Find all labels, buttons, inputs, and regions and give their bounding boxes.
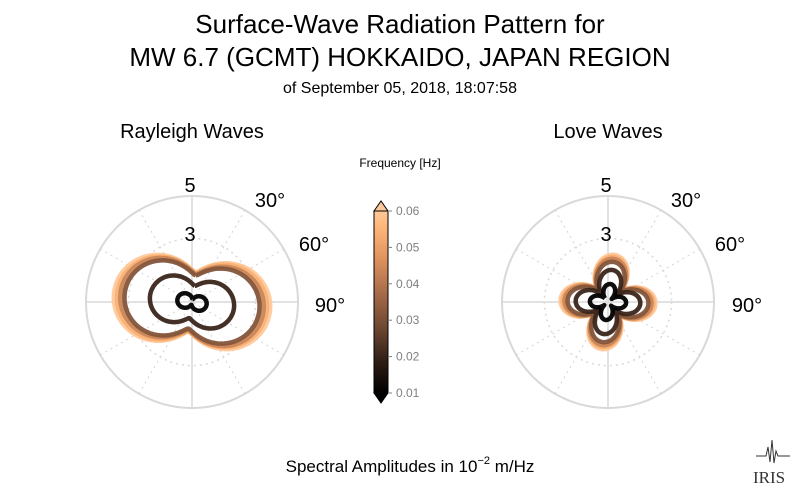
footer-label-suffix: m/Hz bbox=[490, 457, 534, 476]
love-angle-tick-60: 60° bbox=[715, 234, 745, 256]
colorbar-tick-label: 0.03 bbox=[396, 313, 420, 327]
curve-f-0.01 bbox=[587, 281, 629, 323]
love-r-tick-5: 5 bbox=[600, 175, 611, 197]
curve-f-0.03 bbox=[122, 258, 262, 346]
chart-subtitle: of September 05, 2018, 18:07:58 bbox=[283, 80, 517, 97]
colorbar-title: Frequency [Hz] bbox=[359, 156, 440, 170]
colorbar-extend-min bbox=[373, 392, 389, 404]
love-polar-grid bbox=[501, 195, 715, 409]
chart-title-line-1: Surface-Wave Radiation Pattern for bbox=[195, 9, 605, 39]
footer-label: Spectral Amplitudes in 10−2 m/Hz bbox=[286, 455, 535, 476]
rayleigh-angle-tick-60: 60° bbox=[299, 234, 329, 256]
curve-f-0.01 bbox=[175, 290, 209, 314]
love-angle-tick-30: 30° bbox=[671, 190, 701, 212]
colorbar-ticks: 0.06 0.05 0.04 0.03 0.02 0.01 bbox=[388, 204, 420, 400]
chart-title-line-2: MW 6.7 (GCMT) HOKKAIDO, JAPAN REGION bbox=[129, 42, 670, 72]
rayleigh-angle-tick-30: 30° bbox=[255, 190, 285, 212]
colorbar-tick-label: 0.01 bbox=[396, 386, 420, 400]
rayleigh-tick-labels: 5 3 30° 60° 90° bbox=[184, 175, 345, 317]
rayleigh-curves bbox=[111, 252, 273, 352]
footer-label-prefix: Spectral Amplitudes in 10 bbox=[286, 457, 478, 476]
colorbar-extend-max bbox=[373, 200, 389, 212]
colorbar: 0.06 0.05 0.04 0.03 0.02 0.01 bbox=[373, 200, 420, 404]
colorbar-tick-label: 0.05 bbox=[396, 240, 420, 254]
seismogram-icon bbox=[756, 439, 790, 464]
love-angle-tick-90: 90° bbox=[732, 295, 762, 317]
rayleigh-angle-tick-90: 90° bbox=[315, 295, 345, 317]
colorbar-tick-label: 0.04 bbox=[396, 277, 420, 291]
colorbar-tick-label: 0.06 bbox=[396, 204, 420, 218]
love-curves bbox=[558, 252, 658, 352]
love-panel-title: Love Waves bbox=[553, 121, 662, 143]
colorbar-ramp bbox=[373, 210, 389, 394]
rayleigh-r-tick-3: 3 bbox=[184, 224, 195, 246]
iris-logo-text: IRIS bbox=[753, 468, 785, 487]
love-tick-labels: 5 3 30° 60° 90° bbox=[600, 175, 762, 317]
rayleigh-r-tick-5: 5 bbox=[184, 175, 195, 197]
colorbar-tick-label: 0.02 bbox=[396, 350, 420, 364]
curve-f-0.02 bbox=[147, 273, 237, 331]
iris-logo: IRIS bbox=[753, 439, 790, 487]
rayleigh-panel-title: Rayleigh Waves bbox=[120, 121, 264, 143]
footer-label-exponent: −2 bbox=[477, 455, 490, 467]
love-r-tick-3: 3 bbox=[600, 224, 611, 246]
